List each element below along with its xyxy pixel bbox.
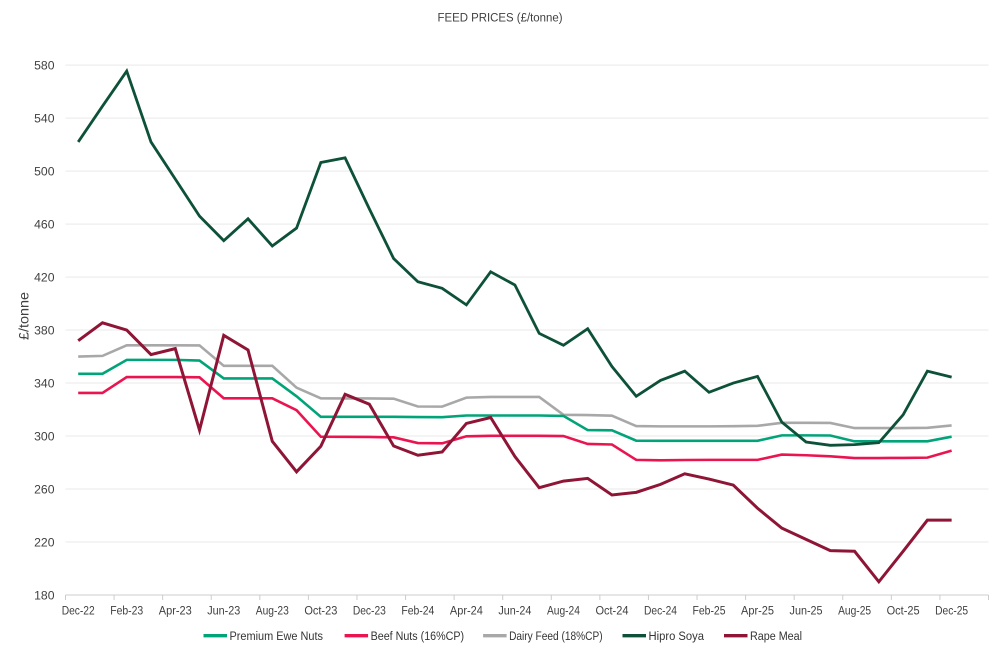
- svg-text:420: 420: [34, 270, 55, 284]
- svg-text:Rape Meal: Rape Meal: [750, 629, 802, 643]
- svg-text:Dairy Feed (18%CP): Dairy Feed (18%CP): [509, 629, 602, 643]
- svg-text:460: 460: [34, 217, 55, 231]
- svg-text:Feb-25: Feb-25: [693, 604, 726, 618]
- svg-text:Apr-24: Apr-24: [450, 604, 483, 618]
- svg-text:180: 180: [34, 588, 55, 602]
- svg-text:220: 220: [34, 535, 55, 549]
- svg-text:Oct-24: Oct-24: [595, 604, 628, 618]
- svg-text:Jun-23: Jun-23: [207, 604, 240, 618]
- svg-text:FEED PRICES (£/tonne): FEED PRICES (£/tonne): [438, 11, 563, 25]
- svg-text:Oct-25: Oct-25: [887, 604, 920, 618]
- svg-text:300: 300: [34, 429, 55, 443]
- svg-text:Jun-24: Jun-24: [498, 604, 531, 618]
- svg-text:Dec-23: Dec-23: [353, 604, 386, 618]
- svg-text:Hipro Soya: Hipro Soya: [649, 629, 705, 643]
- svg-text:540: 540: [34, 111, 55, 125]
- svg-text:Beef Nuts (16%CP): Beef Nuts (16%CP): [371, 629, 465, 643]
- svg-text:Apr-25: Apr-25: [741, 604, 774, 618]
- svg-text:Dec-24: Dec-24: [644, 604, 677, 618]
- svg-text:340: 340: [34, 376, 55, 390]
- svg-text:Apr-23: Apr-23: [159, 604, 192, 618]
- svg-text:Jun-25: Jun-25: [790, 604, 823, 618]
- svg-text:Aug-23: Aug-23: [256, 604, 289, 618]
- svg-text:£/tonne: £/tonne: [16, 292, 31, 340]
- svg-text:Oct-23: Oct-23: [304, 604, 337, 618]
- svg-text:Aug-24: Aug-24: [547, 604, 580, 618]
- svg-text:500: 500: [34, 164, 55, 178]
- svg-text:580: 580: [34, 58, 55, 72]
- svg-text:Dec-22: Dec-22: [62, 604, 95, 618]
- svg-text:Premium Ewe Nuts: Premium Ewe Nuts: [230, 629, 324, 643]
- svg-text:Feb-24: Feb-24: [401, 604, 434, 618]
- svg-text:380: 380: [34, 323, 55, 337]
- svg-text:Dec-25: Dec-25: [935, 604, 968, 618]
- svg-text:Feb-23: Feb-23: [110, 604, 143, 618]
- svg-text:260: 260: [34, 482, 55, 496]
- svg-text:Aug-25: Aug-25: [838, 604, 871, 618]
